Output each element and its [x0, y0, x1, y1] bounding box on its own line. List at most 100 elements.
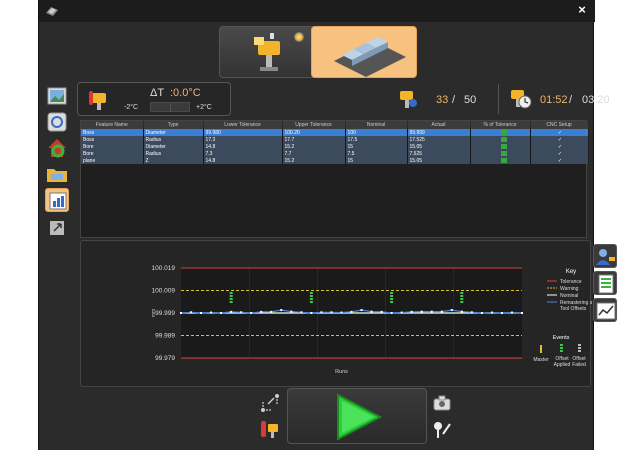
table-cell: 100.20 — [282, 129, 346, 136]
y-tick-label: 99.979 — [155, 355, 175, 362]
data-point — [270, 310, 273, 313]
events-label: Offset — [572, 356, 586, 362]
table-cell: Boss — [81, 129, 144, 136]
right-toolbar — [593, 244, 621, 324]
picture-icon — [47, 87, 67, 105]
export-tool-button[interactable] — [45, 216, 69, 240]
data-point — [400, 311, 403, 314]
offset-applied-marker — [390, 292, 394, 303]
events-label: Applied — [554, 362, 571, 368]
close-button[interactable]: × — [578, 2, 586, 17]
mode-toggle — [219, 26, 417, 78]
temperature-probe-icon — [89, 91, 106, 110]
data-point — [380, 310, 383, 313]
data-point — [310, 312, 313, 314]
report-button[interactable] — [593, 271, 617, 295]
cnc-setup-check-icon: ✓ — [530, 157, 589, 164]
folder-icon — [47, 169, 67, 182]
offset-failed-legend-marker — [578, 350, 581, 352]
tolerance-percent-cell — [470, 157, 531, 164]
results-chart-tool-button[interactable] — [45, 188, 69, 212]
tolerance-bar — [500, 136, 507, 142]
data-point — [460, 310, 463, 313]
features-panel: Feature Name Type Lower Tolerance Upper … — [80, 120, 589, 238]
offset-marker-segment — [460, 292, 464, 294]
y-tick-label: 99.989 — [155, 333, 175, 340]
data-point — [220, 312, 223, 314]
status-divider — [498, 84, 499, 114]
y-tick-label: 99.999 — [155, 310, 175, 317]
tolerance-percent-cell — [470, 129, 531, 136]
y-axis-label: mm — [151, 309, 157, 317]
calibration-tool-button[interactable] — [45, 110, 69, 134]
table-cell: 15.05 — [407, 157, 471, 164]
table-cell: 15.05 — [407, 143, 471, 150]
column-header[interactable]: Upper Tolerance — [282, 121, 346, 129]
image-tool-button[interactable] — [45, 84, 69, 108]
offset-marker-segment — [229, 298, 233, 300]
table-row[interactable]: Bore Diameter 14.8 15.2 15 15.05 ✓ — [81, 143, 589, 150]
offset-marker-segment — [309, 298, 313, 300]
start-run-button[interactable] — [287, 388, 427, 444]
graph-button[interactable] — [593, 298, 617, 322]
offset-marker-segment — [229, 301, 233, 303]
data-point — [390, 312, 393, 314]
column-header[interactable]: % of Tolerance — [470, 121, 531, 129]
column-header[interactable]: Lower Tolerance — [203, 121, 283, 129]
table-row[interactable]: plane Z 14.8 15.2 15 15.05 ✓ — [81, 157, 589, 164]
data-point — [480, 312, 483, 314]
offset-marker-segment — [309, 292, 313, 294]
cnc-setup-check-icon: ✓ — [530, 136, 589, 143]
data-point — [230, 310, 233, 313]
data-point — [360, 309, 363, 312]
data-point — [490, 311, 493, 314]
setup-tool-button[interactable] — [45, 136, 69, 160]
table-cell: Diameter — [143, 129, 204, 136]
time-total: 03:20 — [582, 94, 610, 106]
probe-tool-icon[interactable] — [431, 418, 453, 440]
offset-marker-segment — [229, 292, 233, 294]
offset-marker-segment — [390, 298, 394, 300]
feature-table: Feature Name Type Lower Tolerance Upper … — [81, 121, 589, 164]
table-cell: 17.525 — [407, 136, 471, 143]
table-cell: 17.3 — [203, 136, 283, 143]
column-header[interactable]: Type — [143, 121, 204, 129]
table-row[interactable]: Boss Diameter 99.980 100.20 100 99.999 ✓ — [81, 129, 589, 136]
column-header[interactable]: Nominal — [345, 121, 408, 129]
camera-icon[interactable] — [431, 392, 453, 414]
app-logo-icon — [46, 7, 58, 16]
column-header[interactable]: Actual — [407, 121, 471, 129]
batch-mode-button[interactable] — [311, 26, 417, 78]
data-point — [300, 311, 303, 314]
table-row[interactable]: Boss Radius 17.3 17.7 17.5 17.525 ✓ — [81, 136, 589, 143]
parts-tray-icon — [334, 37, 406, 77]
single-part-mode-button[interactable] — [219, 26, 319, 78]
temperature-setup-icon[interactable] — [259, 418, 281, 440]
key-label: Nominal — [560, 293, 578, 299]
table-row[interactable]: Bore Radius 7.3 7.7 7.5 7.525 ✓ — [81, 150, 589, 157]
offset-marker-segment — [390, 301, 394, 303]
offset-marker-segment — [229, 295, 233, 297]
tolerance-percent-cell — [470, 150, 531, 157]
data-point — [350, 310, 353, 313]
table-cell: 7.7 — [282, 150, 346, 157]
probe-path-icon[interactable] — [259, 392, 281, 414]
key-title: Key — [566, 269, 576, 275]
offset-failed-legend-marker — [578, 344, 581, 346]
report-sheet-icon — [598, 274, 614, 294]
title-bar: × — [39, 0, 595, 22]
column-header[interactable]: Feature Name — [81, 121, 144, 129]
temperature-panel: ΔT :0.0°C -2°C +2°C — [77, 82, 231, 116]
user-probe-icon — [596, 249, 615, 265]
folder-tool-button[interactable] — [45, 162, 69, 186]
user-button[interactable] — [593, 244, 617, 268]
offset-applied-marker — [460, 292, 464, 303]
data-point — [260, 310, 263, 313]
table-cell: Boss — [81, 136, 144, 143]
data-point — [290, 310, 293, 313]
key-label-line: Remastering and — [560, 300, 592, 306]
column-header[interactable]: CNC Setup — [530, 121, 589, 129]
delta-t-value: :0.0°C — [170, 87, 201, 99]
data-point — [470, 311, 473, 314]
left-toolbar — [45, 82, 71, 242]
